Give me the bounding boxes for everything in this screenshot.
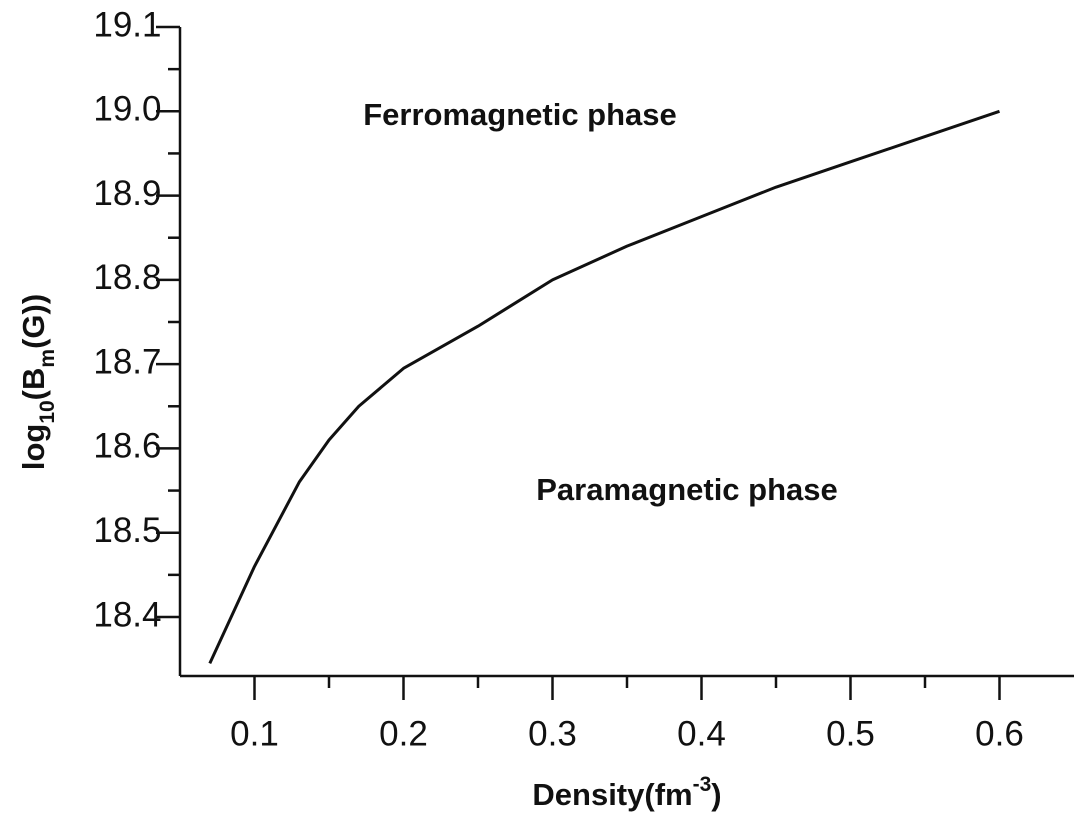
x-label-part: ) [711,777,721,812]
y-label-sub: 10 [36,400,59,423]
y-tick-label: 18.9 [93,174,161,213]
x-tick-label: 0.4 [677,714,726,753]
y-axis-label: log10(Bm(G)) [16,294,59,470]
annotation: Ferromagnetic phase [363,97,677,132]
annotation: Paramagnetic phase [536,472,838,507]
y-label-part: (G)) [16,294,51,349]
y-label-sub: m [36,349,59,368]
x-tick-label: 0.3 [528,714,577,753]
x-label-sup: -3 [693,773,712,796]
x-tick-label: 0.6 [975,714,1024,753]
x-axis-label: Density(fm-3) [532,773,721,812]
y-tick-label: 18.6 [93,427,161,466]
x-label-part: Density(fm [532,777,692,812]
y-tick-label: 19.0 [93,90,161,129]
y-tick-label: 19.1 [93,5,161,44]
y-label-part: log [16,424,51,471]
y-label-part: (B [16,368,51,401]
y-tick-label: 18.5 [93,511,161,550]
y-tick-label: 18.4 [93,595,161,634]
x-tick-label: 0.2 [379,714,428,753]
x-tick-label: 0.5 [826,714,875,753]
y-tick-label: 18.8 [93,258,161,297]
line-series [208,109,1000,664]
y-tick-label: 18.7 [93,342,161,381]
x-tick-label: 0.1 [230,714,279,753]
